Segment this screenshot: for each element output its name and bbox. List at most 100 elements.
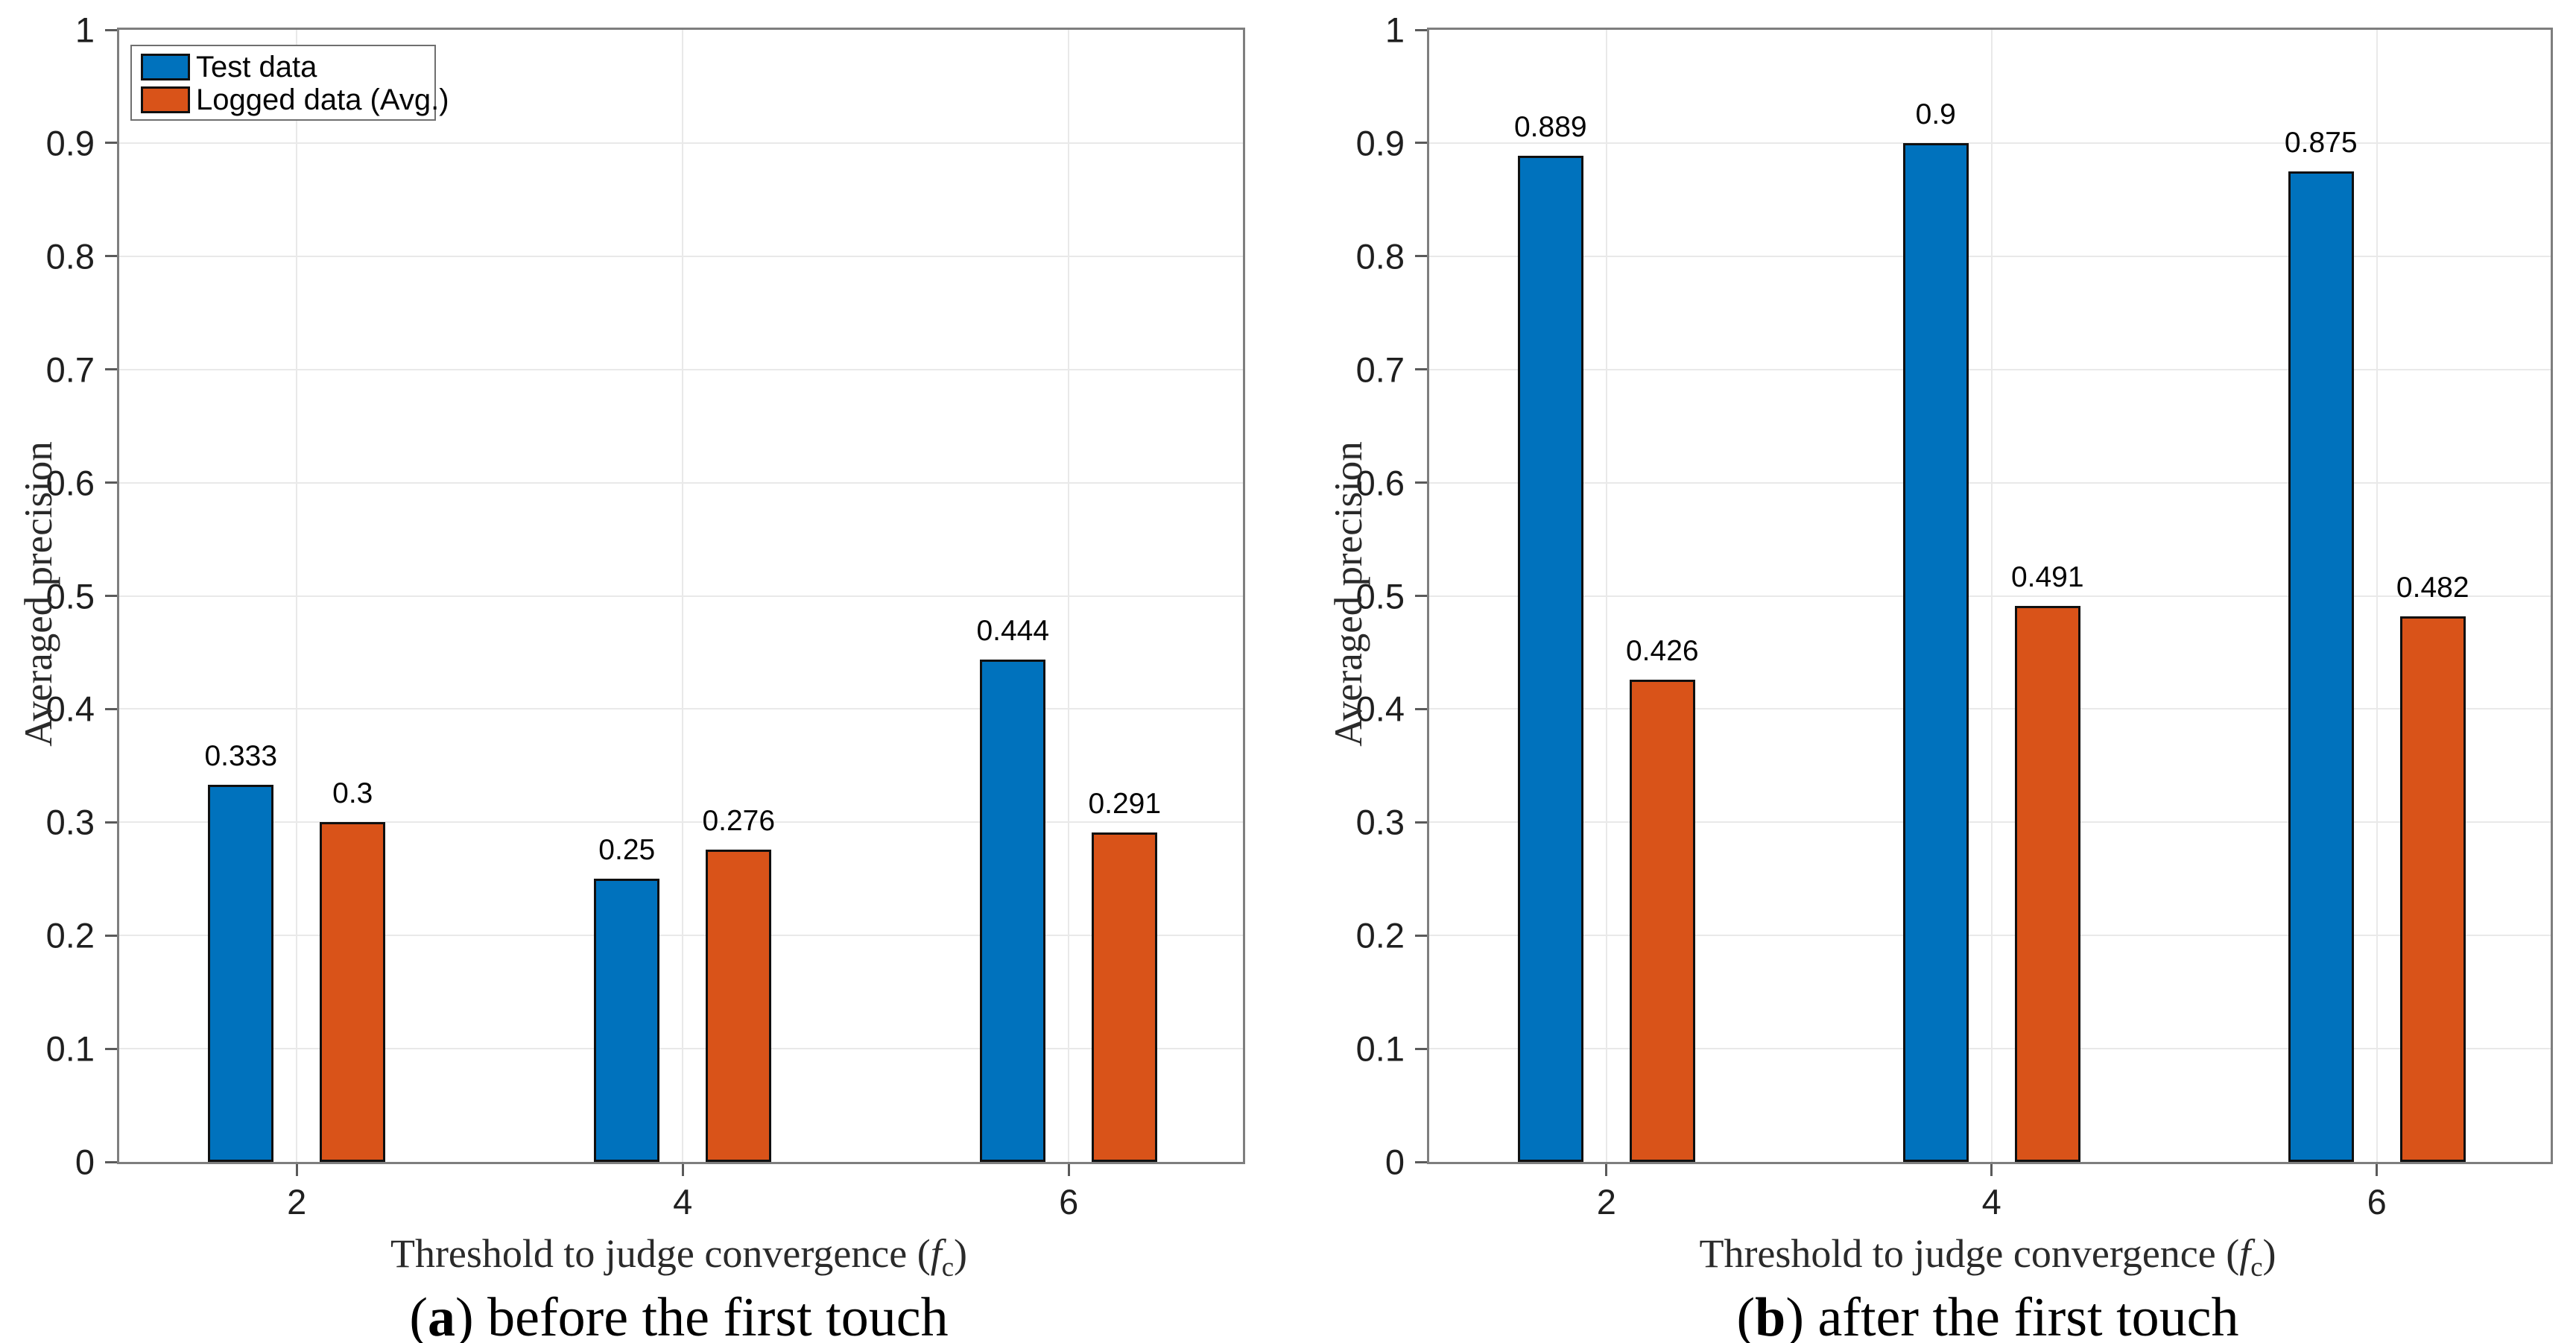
- gridline-vertical: [682, 30, 684, 1162]
- y-tick-mark: [105, 142, 117, 145]
- bar-test-data: [1517, 155, 1583, 1162]
- y-tick-mark: [105, 934, 117, 937]
- x-tick-label: 4: [1981, 1182, 2001, 1222]
- gridline-vertical: [1068, 30, 1070, 1162]
- legend-swatch-icon: [141, 54, 190, 80]
- gridline-horizontal: [1429, 935, 2551, 937]
- y-tick-mark: [1415, 368, 1427, 371]
- bar-logged-data: [1629, 679, 1695, 1162]
- y-tick-mark: [105, 595, 117, 597]
- y-tick-mark: [1415, 142, 1427, 145]
- legend-item: Logged data (Avg.): [141, 83, 449, 116]
- y-tick-label: 0.9: [45, 123, 95, 163]
- gridline-horizontal: [1429, 481, 2551, 484]
- y-tick-label: 0.3: [45, 802, 95, 842]
- x-tick-mark: [295, 1164, 298, 1176]
- gridline-horizontal: [1429, 255, 2551, 257]
- y-tick-mark: [105, 1160, 117, 1163]
- gridline-horizontal: [119, 1048, 1243, 1050]
- bar-logged-data: [320, 822, 386, 1162]
- y-tick-label: 0.6: [1355, 463, 1405, 503]
- x-tick-label: 2: [1596, 1182, 1616, 1222]
- gridline-horizontal: [119, 821, 1243, 824]
- y-tick-mark: [105, 707, 117, 710]
- gridline-vertical: [296, 30, 298, 1162]
- value-label: 0.491: [2010, 561, 2084, 594]
- gridline-horizontal: [1429, 595, 2551, 597]
- y-tick-label: 0.3: [1355, 802, 1405, 842]
- y-tick-label: 0.2: [1355, 915, 1405, 955]
- x-tick-mark: [681, 1164, 684, 1176]
- value-label: 0.333: [204, 740, 278, 773]
- y-tick-mark: [105, 1047, 117, 1050]
- x-axis-title: Threshold to judge convergence (fc): [390, 1231, 968, 1282]
- y-tick-label: 0.4: [1355, 689, 1405, 729]
- legend-item-label: Test data: [196, 50, 317, 83]
- x-tick-mark: [2376, 1164, 2379, 1176]
- gridline-horizontal: [119, 142, 1243, 144]
- value-label: 0.426: [1625, 634, 1699, 667]
- plot-area-a: 0 0.1 0.2 0.3 0.4 0.5 0.6 0.7 0.8 0.9 1 2 4 6 0.333 0.2…: [46, 10, 1245, 1222]
- y-tick-mark: [1415, 821, 1427, 824]
- value-label: 0.3: [332, 777, 373, 810]
- x-tick-label: 2: [287, 1182, 307, 1222]
- x-tick-label: 4: [673, 1182, 693, 1222]
- gridline-horizontal: [1429, 1048, 2551, 1050]
- bar-test-data: [594, 879, 660, 1162]
- x-tick-label: 6: [2367, 1182, 2387, 1222]
- value-label: 0.875: [2284, 126, 2358, 159]
- y-tick-label: 0.2: [45, 915, 95, 955]
- gridline-vertical: [1605, 30, 1607, 1162]
- gridline-horizontal: [119, 255, 1243, 257]
- gridline-horizontal: [119, 708, 1243, 710]
- y-tick-label: 0.6: [45, 463, 95, 503]
- gridline-horizontal: [1429, 708, 2551, 710]
- gridline-horizontal: [1429, 368, 2551, 370]
- gridline-horizontal: [1429, 142, 2551, 144]
- bar-logged-data: [2014, 606, 2080, 1162]
- value-label: 0.291: [1088, 787, 1162, 820]
- y-tick-mark: [105, 481, 117, 484]
- y-tick-label: 0.5: [45, 576, 95, 616]
- value-label: 0.444: [976, 614, 1050, 647]
- legend: Test data Logged data (Avg.): [130, 45, 449, 121]
- bar-logged-data: [2399, 616, 2466, 1162]
- y-tick-mark: [105, 368, 117, 371]
- y-tick-label: 0.5: [1355, 576, 1405, 616]
- plot-area-b: 0 0.1 0.2 0.3 0.4 0.5 0.6 0.7 0.8 0.9 1 2 4 6 0.889 0.9…: [1356, 10, 2553, 1222]
- y-tick-label: 0.7: [1355, 350, 1405, 390]
- y-tick-mark: [105, 255, 117, 258]
- y-tick-mark: [1415, 255, 1427, 258]
- y-tick-mark: [1415, 1047, 1427, 1050]
- y-tick-mark: [1415, 481, 1427, 484]
- legend-item-label: Logged data (Avg.): [196, 83, 449, 116]
- y-tick-mark: [1415, 1160, 1427, 1163]
- x-tick-label: 6: [1059, 1182, 1079, 1222]
- gridline-horizontal: [119, 481, 1243, 484]
- y-tick-label: 1: [75, 10, 95, 50]
- y-tick-label: 0.9: [1355, 123, 1405, 163]
- bar-test-data: [2288, 171, 2354, 1162]
- y-tick-label: 0.1: [45, 1028, 95, 1069]
- gridline-horizontal: [119, 935, 1243, 937]
- y-tick-label: 0: [75, 1142, 95, 1182]
- y-tick-mark: [105, 28, 117, 31]
- y-axis-title: Averaged precision: [17, 440, 60, 747]
- y-tick-label: 0.4: [45, 689, 95, 729]
- y-tick-mark: [1415, 28, 1427, 31]
- y-tick-mark: [1415, 595, 1427, 597]
- panel-caption: (a) before the first touch: [409, 1287, 949, 1343]
- gridline-horizontal: [1429, 821, 2551, 824]
- y-axis-title: Averaged precision: [1327, 440, 1370, 747]
- y-tick-mark: [1415, 934, 1427, 937]
- gridline-vertical: [2376, 30, 2378, 1162]
- bar-test-data: [208, 785, 274, 1162]
- bar-test-data: [980, 659, 1046, 1162]
- gridline-vertical: [1990, 30, 1993, 1162]
- x-tick-mark: [1990, 1164, 1993, 1176]
- gridline-horizontal: [119, 595, 1243, 597]
- y-tick-mark: [105, 821, 117, 824]
- gridline-horizontal: [119, 368, 1243, 370]
- y-tick-mark: [1415, 707, 1427, 710]
- bar-test-data: [1902, 142, 1969, 1162]
